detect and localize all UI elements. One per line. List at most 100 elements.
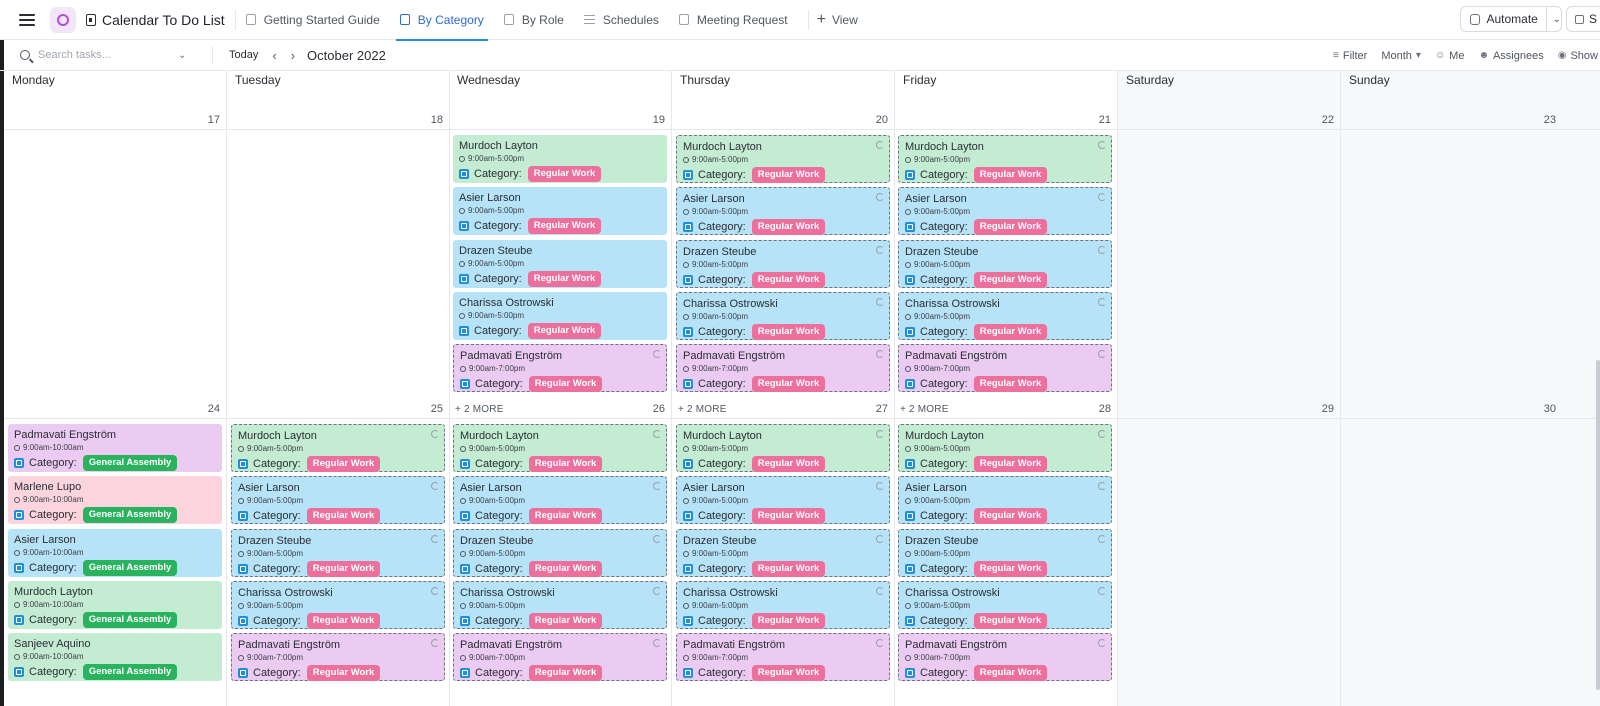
category-badge[interactable]: Regular Work <box>528 561 603 577</box>
next-month-icon[interactable]: › <box>290 47 296 63</box>
task-card[interactable]: Marlene Lupo 9:00am-10:00am Category: Gener… <box>8 476 222 524</box>
task-card[interactable]: Padmavati Engström 9:00am-7:00pm Category:… <box>231 633 445 681</box>
task-card[interactable]: Drazen Steube 9:00am-5:00pm Category: Regul… <box>676 529 890 577</box>
task-card[interactable]: Charissa Ostrowski 9:00am-5:00pm Category:… <box>453 292 667 340</box>
task-card[interactable]: Murdoch Layton 9:00am-5:00pm Category: Regu… <box>453 135 667 183</box>
category-badge[interactable]: Regular Work <box>527 218 602 234</box>
task-card[interactable]: Asier Larson 9:00am-5:00pm Category: Regula… <box>898 187 1112 235</box>
tab-meeting-request[interactable]: Meeting Request <box>669 0 798 40</box>
date-number[interactable]: 25 <box>430 403 443 415</box>
date-number[interactable]: 24 <box>207 403 220 415</box>
task-card[interactable]: Murdoch Layton 9:00am-5:00pm Category: Regu… <box>676 424 890 472</box>
task-card[interactable]: Asier Larson 9:00am-5:00pm Category: Regula… <box>453 476 667 524</box>
task-card[interactable]: Murdoch Layton 9:00am-5:00pm Category: Regu… <box>676 135 890 183</box>
task-card[interactable]: Padmavati Engström 9:00am-7:00pm Category:… <box>453 344 667 392</box>
chevron-down-icon[interactable]: ⌄ <box>1552 13 1561 25</box>
category-badge[interactable]: Regular Work <box>751 167 826 183</box>
category-badge[interactable]: Regular Work <box>751 324 826 340</box>
category-badge[interactable]: Regular Work <box>306 561 381 577</box>
task-card[interactable]: Charissa Ostrowski 9:00am-5:00pm Category:… <box>231 581 445 629</box>
date-number[interactable]: 18 <box>430 114 443 126</box>
task-card[interactable]: Padmavati Engström 9:00am-7:00pm Category:… <box>676 633 890 681</box>
category-badge[interactable]: Regular Work <box>973 456 1048 472</box>
task-card[interactable]: Drazen Steube 9:00am-5:00pm Category: Regul… <box>898 240 1112 288</box>
task-card[interactable]: Padmavati Engström 9:00am-7:00pm Category:… <box>898 344 1112 392</box>
category-badge[interactable]: Regular Work <box>973 613 1048 629</box>
menu-icon[interactable] <box>19 13 35 26</box>
task-card[interactable]: Asier Larson 9:00am-5:00pm Category: Regula… <box>676 187 890 235</box>
share-button[interactable]: S <box>1566 6 1600 32</box>
category-badge[interactable]: Regular Work <box>528 456 603 472</box>
automate-button[interactable]: Automate ⌄ <box>1460 6 1562 32</box>
task-card[interactable]: Padmavati Engström 9:00am-7:00pm Category:… <box>676 344 890 392</box>
task-card[interactable]: Charissa Ostrowski 9:00am-5:00pm Category:… <box>898 581 1112 629</box>
category-badge[interactable]: Regular Work <box>751 508 826 524</box>
category-badge[interactable]: Regular Work <box>306 508 381 524</box>
date-number[interactable]: 22 <box>1321 114 1334 126</box>
list-title[interactable]: Calendar To Do List <box>102 11 225 28</box>
category-badge[interactable]: Regular Work <box>751 376 826 392</box>
more-tasks-link[interactable]: + 2 MORE <box>678 404 727 415</box>
category-badge[interactable]: Regular Work <box>528 508 603 524</box>
filter-button[interactable]: ≡ Filter <box>1333 50 1367 62</box>
tab-schedules[interactable]: Schedules <box>574 0 669 40</box>
task-card[interactable]: Charissa Ostrowski 9:00am-5:00pm Category:… <box>453 581 667 629</box>
task-card[interactable]: Murdoch Layton 9:00am-5:00pm Category: Regu… <box>898 135 1112 183</box>
more-tasks-link[interactable]: + 2 MORE <box>455 404 504 415</box>
category-badge[interactable]: Regular Work <box>973 665 1048 681</box>
task-card[interactable]: Asier Larson 9:00am-5:00pm Category: Regula… <box>676 476 890 524</box>
me-filter-button[interactable]: ☺ Me <box>1435 50 1465 62</box>
date-number[interactable]: 20 <box>875 114 888 126</box>
category-badge[interactable]: Regular Work <box>973 167 1048 183</box>
category-badge[interactable]: Regular Work <box>751 272 826 288</box>
category-badge[interactable]: Regular Work <box>751 613 826 629</box>
category-badge[interactable]: Regular Work <box>528 376 603 392</box>
category-badge[interactable]: General Assembly <box>82 664 178 680</box>
add-view-button[interactable]: + View <box>817 11 858 28</box>
category-badge[interactable]: Regular Work <box>973 272 1048 288</box>
task-card[interactable]: Murdoch Layton 9:00am-10:00am Category: Gen… <box>8 581 222 629</box>
task-card[interactable]: Charissa Ostrowski 9:00am-5:00pm Category:… <box>676 581 890 629</box>
task-card[interactable]: Drazen Steube 9:00am-5:00pm Category: Regul… <box>231 529 445 577</box>
task-card[interactable]: Drazen Steube 9:00am-5:00pm Category: Regul… <box>676 240 890 288</box>
date-number[interactable]: 27 <box>875 403 888 415</box>
date-number[interactable]: 21 <box>1098 114 1111 126</box>
date-number[interactable]: 26 <box>652 403 665 415</box>
task-card[interactable]: Drazen Steube 9:00am-5:00pm Category: Regul… <box>453 529 667 577</box>
date-number[interactable]: 23 <box>1543 114 1556 126</box>
date-number[interactable]: 28 <box>1098 403 1111 415</box>
previous-month-icon[interactable]: ‹ <box>272 47 277 63</box>
category-badge[interactable]: Regular Work <box>973 219 1048 235</box>
scrollbar[interactable] <box>1596 360 1600 690</box>
category-badge[interactable]: Regular Work <box>751 219 826 235</box>
category-badge[interactable]: Regular Work <box>528 613 603 629</box>
category-badge[interactable]: Regular Work <box>306 613 381 629</box>
task-card[interactable]: Murdoch Layton 9:00am-5:00pm Category: Regu… <box>453 424 667 472</box>
date-number[interactable]: 30 <box>1543 403 1556 415</box>
task-card[interactable]: Asier Larson 9:00am-5:00pm Category: Regula… <box>453 187 667 235</box>
category-badge[interactable]: Regular Work <box>973 561 1048 577</box>
date-number[interactable]: 19 <box>652 114 665 126</box>
category-badge[interactable]: Regular Work <box>973 376 1048 392</box>
task-card[interactable]: Sanjeev Aquino 9:00am-10:00am Category: Gen… <box>8 633 222 681</box>
category-badge[interactable]: General Assembly <box>82 560 178 576</box>
period-select[interactable]: Month ▾ <box>1381 50 1421 62</box>
category-badge[interactable]: General Assembly <box>82 507 178 523</box>
category-badge[interactable]: Regular Work <box>527 271 602 287</box>
show-button[interactable]: ◉ Show <box>1558 50 1598 62</box>
category-badge[interactable]: Regular Work <box>973 508 1048 524</box>
category-badge[interactable]: Regular Work <box>751 456 826 472</box>
category-badge[interactable]: Regular Work <box>751 665 826 681</box>
task-card[interactable]: Drazen Steube 9:00am-5:00pm Category: Regul… <box>898 529 1112 577</box>
category-badge[interactable]: Regular Work <box>973 324 1048 340</box>
task-card[interactable]: Charissa Ostrowski 9:00am-5:00pm Category:… <box>676 292 890 340</box>
task-card[interactable]: Asier Larson 9:00am-10:00am Category: Gener… <box>8 529 222 577</box>
date-number[interactable]: 17 <box>207 114 220 126</box>
today-button[interactable]: Today <box>229 49 259 61</box>
category-badge[interactable]: Regular Work <box>751 561 826 577</box>
category-badge[interactable]: Regular Work <box>527 323 602 339</box>
task-card[interactable]: Charissa Ostrowski 9:00am-5:00pm Category:… <box>898 292 1112 340</box>
tab-by-category[interactable]: By Category <box>390 0 494 41</box>
date-number[interactable]: 29 <box>1321 403 1334 415</box>
tab-by-role[interactable]: By Role <box>494 0 574 40</box>
